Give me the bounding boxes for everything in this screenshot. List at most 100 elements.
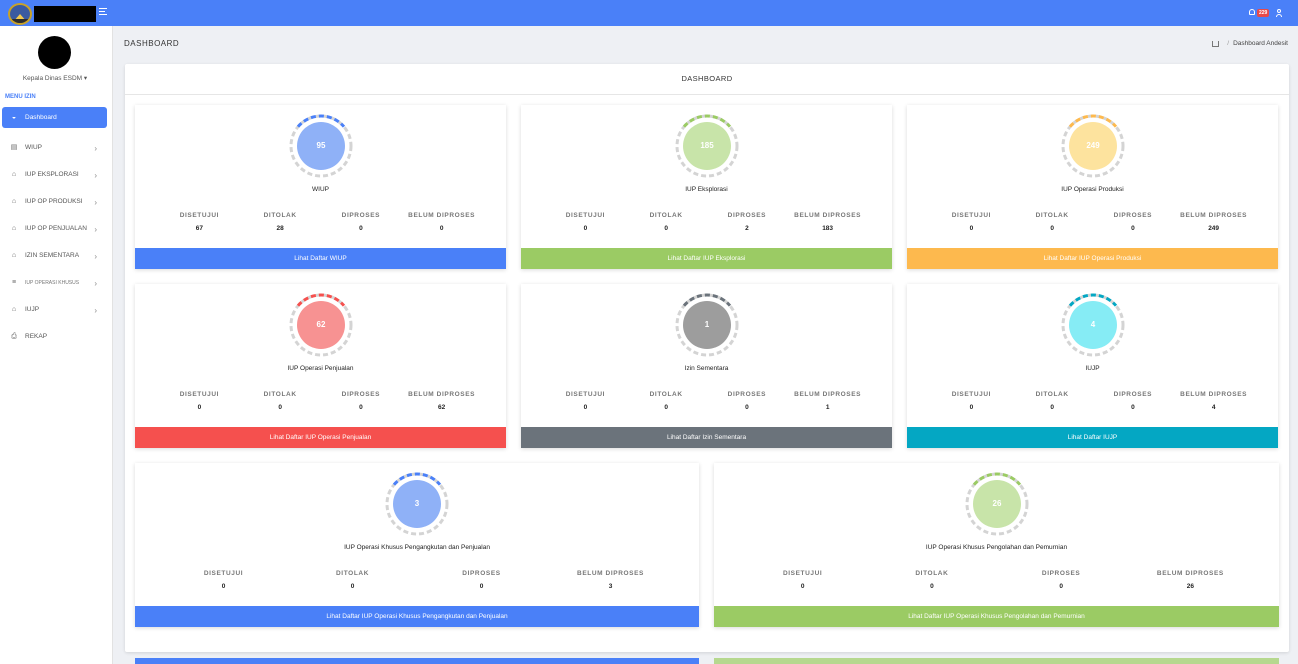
gauge-fill [973,480,1021,528]
sidebar-item-iujp[interactable]: ⌂ IUJP › [2,296,107,323]
stat-value: 0 [359,404,363,411]
stat-rejected: DITOLAK 28 [240,212,321,232]
sidebar-item-dashboard[interactable]: ◒ Dashboard [2,107,107,128]
view-list-button[interactable]: Lihat Daftar IUP Eksplorasi [521,248,892,269]
total-count: 1 [704,320,710,329]
stat-label: DITOLAK [336,570,369,577]
bell-icon[interactable] [1249,9,1255,15]
stat-approved: DISETUJUI 0 [545,391,626,411]
stat-approved: DISETUJUI 0 [159,391,240,411]
home-icon[interactable] [1212,40,1220,47]
sidebar-item-wiup[interactable]: ▤ WIUP › [2,134,107,161]
view-list-button[interactable]: Lihat Daftar IUJP [907,427,1278,448]
view-list-button[interactable]: Lihat Daftar WIUP [135,248,506,269]
total-count: 4 [1090,320,1096,329]
menu-toggle-icon[interactable] [99,8,107,17]
stat-value: 28 [276,225,284,232]
stat-approved: DISETUJUI 0 [159,570,288,590]
gauge-fill [683,122,731,170]
view-list-button[interactable]: Lihat Daftar Izin Sementara [521,427,892,448]
total-count: 62 [316,320,326,329]
gauge-fill [297,122,345,170]
sidebar-item-label: REKAP [25,333,48,340]
stat-value: 0 [1131,225,1135,232]
breadcrumb-current: Dashboard Andesit [1233,40,1288,47]
chevron-right-icon: › [94,197,97,207]
gauge: 95 [288,113,354,179]
stat-label: DIPROSES [727,212,767,219]
stat-not-processed: BELUM DIPROSES 26 [1126,570,1255,590]
stat-not-processed: BELUM DIPROSES 0 [401,212,482,232]
sidebar-item-iup-eksplorasi[interactable]: ⌂ IUP EKSPLORASI › [2,161,107,188]
stats-row: DISETUJUI 0 DITOLAK 0 DIPROSES 2 BELUM DIPROSE… [521,212,892,232]
chevron-right-icon: › [94,143,97,153]
view-list-button[interactable]: Lihat Daftar IUP Operasi Khusus Pengangk… [135,606,699,627]
sidebar-item-iup-operasi-khusus[interactable]: ≡ IUP OPERASI KHUSUS › [2,269,107,296]
home-icon: ⌂ [11,198,17,205]
sidebar-item-label: IZIN SEMENTARA [25,252,80,259]
stat-processed: DIPROSES 0 [1093,212,1174,232]
stat-value: 2 [745,225,749,232]
view-list-button[interactable]: Lihat Daftar IUP Operasi Khusus Pengolah… [714,606,1279,627]
total-count: 185 [700,141,714,150]
next-card-edge [135,658,699,664]
stat-value: 0 [479,583,484,590]
stat-not-processed: BELUM DIPROSES 249 [1173,212,1254,232]
stats-row: DISETUJUI 0 DITOLAK 0 DIPROSES 0 BELUM DIPROSE… [135,570,699,590]
gauge-fill [1069,122,1117,170]
stat-value: 0 [800,583,805,590]
user-role-dropdown[interactable]: Kepala Dinas ESDM ▾ [22,75,88,82]
stat-value: 0 [278,404,282,411]
chevron-right-icon: › [94,224,97,234]
stat-label: DISETUJUI [951,391,992,398]
stat-processed: DIPROSES 2 [707,212,788,232]
stat-not-processed: BELUM DIPROSES 183 [787,212,868,232]
sidebar-item-label: IUP EKSPLORASI [25,171,79,178]
stat-rejected: DITOLAK 0 [867,570,996,590]
card-title: IUP Operasi Khusus Pengolahan dan Pemurn… [925,544,1068,551]
summary-card-iujp: 4 IUJP DISETUJUI 0 DITOLAK 0 DIPROSES 0 BELUM DI… [907,284,1278,448]
card-title: IUJP [1085,365,1100,372]
total-count: 249 [1086,141,1100,150]
sidebar-item-label: Dashboard [25,114,57,121]
sidebar-item-iup-op-penjualan[interactable]: ⌂ IUP OP PENJUALAN › [2,215,107,242]
user-icon[interactable] [1276,9,1282,17]
chevron-right-icon: › [94,305,97,315]
chevron-right-icon: › [94,278,97,288]
stat-approved: DISETUJUI 0 [931,212,1012,232]
home-icon: ⌂ [11,225,17,232]
stat-value: 0 [1050,404,1054,411]
stat-approved: DISETUJUI 0 [738,570,867,590]
stat-value: 0 [745,404,749,411]
sidebar-item-iup-op-produksi[interactable]: ⌂ IUP OP PRODUKSI › [2,188,107,215]
stat-label: DISETUJUI [565,391,606,398]
sidebar-item-rekap[interactable]: ⎙ REKAP [2,323,107,350]
card-title: IUP Operasi Produksi [1061,186,1124,193]
app-name-redacted [34,6,96,22]
stat-label: BELUM DIPROSES [408,212,476,219]
total-count: 95 [316,141,326,150]
page-title: DASHBOARD [124,39,180,48]
stats-row: DISETUJUI 67 DITOLAK 28 DIPROSES 0 BELUM DIPRO… [135,212,506,232]
view-list-button[interactable]: Lihat Daftar IUP Operasi Penjualan [135,427,506,448]
stat-label: DITOLAK [1035,212,1069,219]
sidebar-item-izin-sementara[interactable]: ⌂ IZIN SEMENTARA › [2,242,107,269]
summary-card-iup-operasi-penjualan: 62 IUP Operasi Penjualan DISETUJUI 0 DITOLAK… [135,284,506,448]
summary-card-wiup: 95 WIUP DISETUJUI 67 DITOLAK 28 DIPROSES 0 BELUM… [135,105,506,269]
total-count: 26 [992,499,1002,508]
stats-row: DISETUJUI 0 DITOLAK 0 DIPROSES 0 BELUM DIPROSE… [521,391,892,411]
stat-label: DISETUJUI [179,212,220,219]
next-card-edge [714,658,1279,664]
stat-value: 0 [1131,404,1135,411]
view-list-button[interactable]: Lihat Daftar IUP Operasi Produksi [907,248,1278,269]
stat-value: 0 [359,225,363,232]
app-logo[interactable] [8,3,32,25]
notification-badge[interactable]: 229 [1257,9,1270,17]
stat-processed: DIPROSES 0 [417,570,546,590]
breadcrumb: / Dashboard Andesit [1212,40,1288,47]
stat-value: 62 [438,404,446,411]
top-navbar: 229 [0,0,1298,26]
stat-rejected: DITOLAK 0 [1012,212,1093,232]
stat-label: BELUM DIPROSES [794,391,862,398]
stat-processed: DIPROSES 0 [997,570,1126,590]
